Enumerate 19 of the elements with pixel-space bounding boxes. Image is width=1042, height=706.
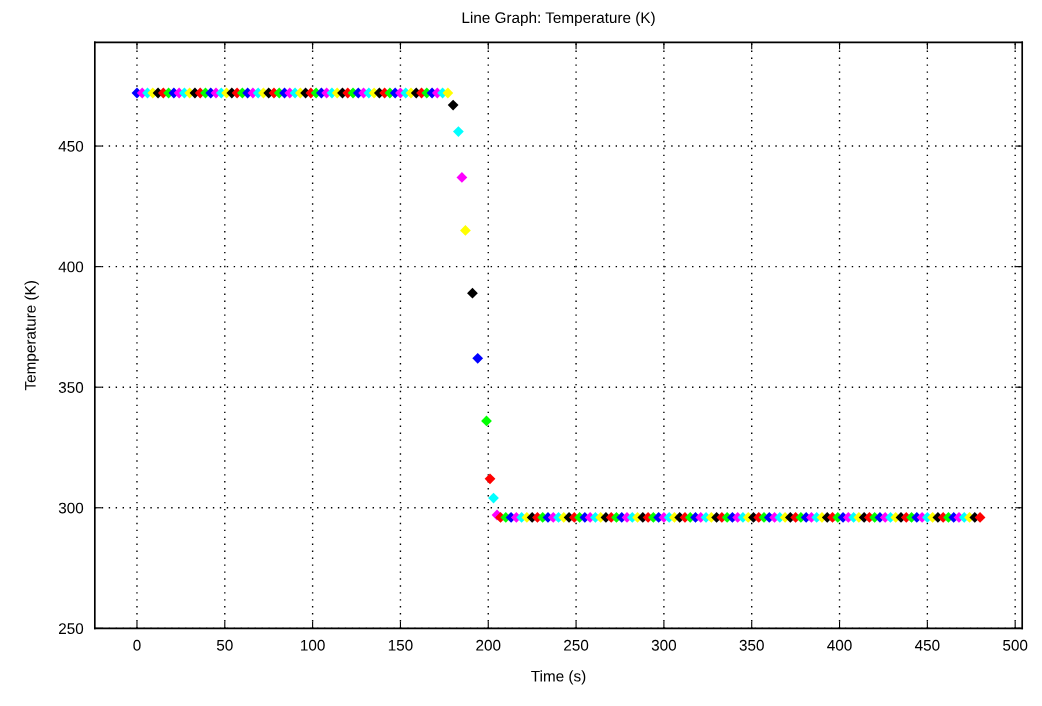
x-tick-label: 50 xyxy=(216,639,233,651)
x-tick-label: 250 xyxy=(564,639,589,651)
x-tick-label: 200 xyxy=(476,639,501,651)
x-tick-label: 400 xyxy=(827,639,852,651)
y-tick-label: 250 xyxy=(58,623,84,635)
x-tick-label: 450 xyxy=(914,639,940,651)
x-tick-label: 500 xyxy=(1003,639,1028,651)
y-axis-title: Temperature (K) xyxy=(24,281,39,391)
x-tick-label: 0 xyxy=(133,639,141,651)
y-tick-label: 450 xyxy=(58,140,84,152)
y-tick-label: 350 xyxy=(58,382,84,393)
y-tick-label: 400 xyxy=(58,261,84,273)
chart-title: Line Graph: Temperature (K) xyxy=(462,11,655,27)
x-tick-label: 350 xyxy=(739,639,764,651)
y-tick-label: 300 xyxy=(58,502,84,514)
x-axis-title: Time (s) xyxy=(531,670,586,685)
x-tick-label: 100 xyxy=(301,639,325,651)
x-tick-label: 300 xyxy=(651,639,677,651)
x-tick-label: 150 xyxy=(388,639,413,651)
